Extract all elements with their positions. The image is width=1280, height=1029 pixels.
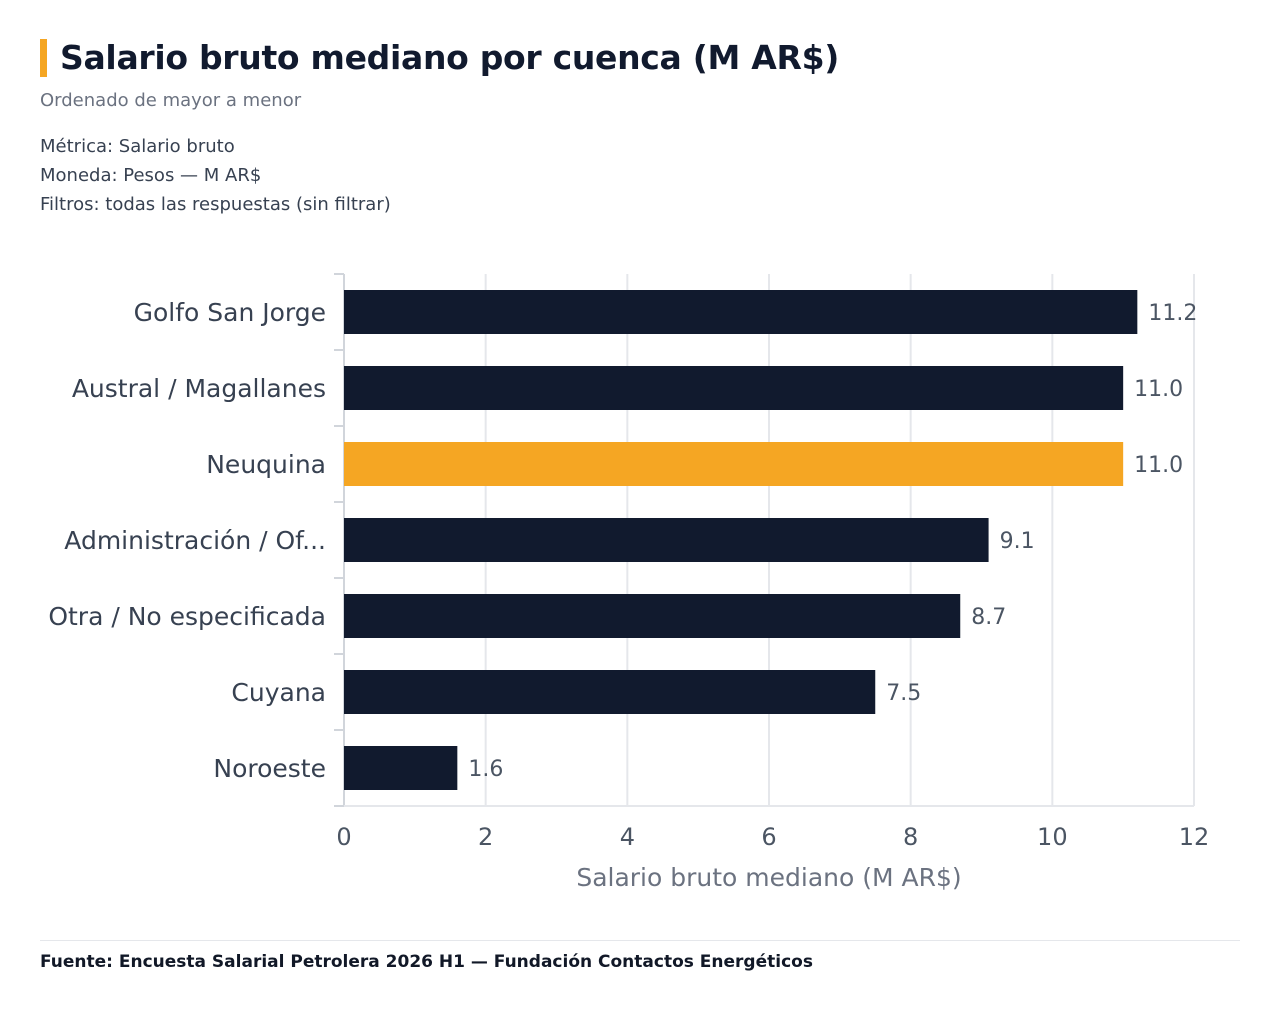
x-tick-label: 6 — [761, 823, 776, 851]
x-tick-label: 8 — [903, 823, 918, 851]
bar — [344, 290, 1138, 334]
data-label: 9.1 — [1000, 529, 1035, 554]
chart-title: Salario bruto mediano por cuenca (M AR$) — [60, 38, 840, 77]
title-accent-bar — [40, 38, 47, 77]
chart-subtitle: Ordenado de mayor a menor — [40, 90, 302, 111]
data-label: 11.0 — [1134, 377, 1183, 402]
x-axis-title: Salario bruto mediano (M AR$) — [576, 863, 961, 892]
x-tick-label: 12 — [1179, 823, 1210, 851]
title-row: Salario bruto mediano por cuenca (M AR$) — [40, 38, 839, 77]
category-label: Austral / Magallanes — [72, 374, 326, 403]
meta-metric: Métrica: Salario bruto — [40, 136, 235, 157]
category-label: Cuyana — [231, 678, 326, 707]
source-note: Fuente: Encuesta Salarial Petrolera 2026… — [40, 952, 813, 972]
chart-header: Salario bruto mediano por cuenca (M AR$) — [40, 38, 839, 77]
bar — [344, 670, 876, 714]
meta-filters: Filtros: todas las respuestas (sin filtr… — [40, 194, 391, 215]
category-label: Golfo San Jorge — [134, 298, 326, 327]
chart-meta: Métrica: Salario bruto Moneda: Pesos — M… — [40, 132, 391, 219]
labels: 0 2 4 6 8 10 12 Golfo San Jorge Austral / Magall… — [48, 298, 1209, 892]
data-label: 7.5 — [886, 681, 921, 706]
meta-currency: Moneda: Pesos — M AR$ — [40, 165, 262, 186]
bar — [344, 366, 1124, 410]
category-label: Otra / No especificada — [48, 602, 326, 631]
category-label: Neuquina — [206, 450, 326, 479]
footer-divider — [40, 940, 1240, 941]
bar-chart: 0 2 4 6 8 10 12 Golfo San Jorge Austral / Magall… — [48, 273, 1209, 892]
bar — [344, 594, 961, 638]
data-label: 1.6 — [468, 757, 503, 782]
data-label: 11.2 — [1148, 301, 1197, 326]
category-label: Noroeste — [213, 754, 326, 783]
data-label: 11.0 — [1134, 453, 1183, 478]
category-labels: Golfo San Jorge Austral / Magallanes Neuqu… — [48, 298, 326, 783]
bar — [344, 442, 1124, 486]
x-tick-label: 2 — [478, 823, 493, 851]
data-label: 8.7 — [971, 605, 1006, 630]
bar — [344, 518, 989, 562]
x-tick-label: 4 — [620, 823, 635, 851]
x-tick-label: 10 — [1037, 823, 1068, 851]
x-tick-label: 0 — [336, 823, 351, 851]
bars — [344, 290, 1138, 790]
category-label: Administración / Of... — [64, 526, 326, 555]
bar — [344, 746, 458, 790]
